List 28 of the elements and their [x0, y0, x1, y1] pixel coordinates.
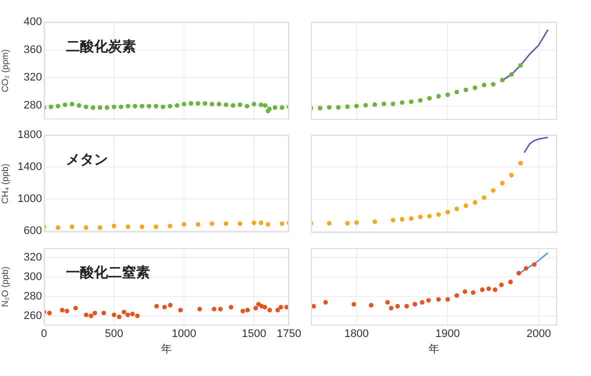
- y-tick-label: 300: [24, 271, 42, 284]
- y-axis-title: N₂O (ppb): [0, 266, 10, 308]
- y-axis-title: CO₂ (ppm): [0, 49, 10, 92]
- y-tick-label: 1000: [18, 192, 42, 205]
- y-tick-label: 1400: [18, 160, 42, 173]
- text: メタン: [66, 150, 108, 167]
- y-tick-label: 280: [24, 290, 42, 303]
- y-tick-label: 280: [24, 100, 42, 112]
- x-axis-title: 年: [428, 343, 440, 356]
- x-tick-label: 2000: [526, 328, 552, 340]
- y-tick-label: 260: [24, 310, 42, 322]
- y-axis-title: CH₄ (ppb): [0, 164, 10, 204]
- y-tick-label: 400: [24, 16, 42, 28]
- y-tick-label: 320: [24, 252, 42, 264]
- x-tick-label: 1750: [276, 328, 302, 340]
- x-tick-label: 500: [104, 328, 124, 340]
- x-tick-label: 1000: [172, 328, 196, 340]
- y-tick-label: 320: [24, 72, 42, 84]
- x-tick-label: 1500: [242, 328, 266, 340]
- y-tick-label: 360: [24, 44, 42, 56]
- x-tick-label: 1800: [344, 328, 369, 340]
- y-tick-label: 600: [24, 224, 42, 237]
- x-tick-label: 0: [40, 328, 48, 340]
- x-tick-label: 1900: [435, 328, 460, 340]
- y-tick-label: 1800: [18, 129, 42, 142]
- x-axis-title: 年: [161, 343, 172, 356]
- text: 二酸化炭素: [66, 38, 136, 54]
- text: 一酸化二窒素: [66, 264, 150, 280]
